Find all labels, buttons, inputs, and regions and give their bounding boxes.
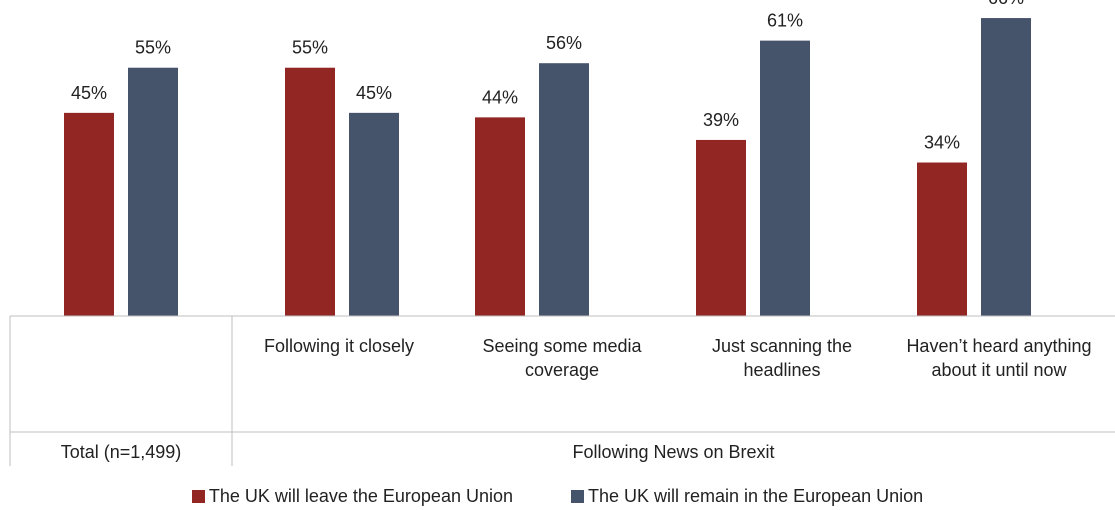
data-label-leave-media-coverage: 44% — [482, 87, 518, 107]
category-label-media-coverage: Seeing some media coverage — [482, 336, 642, 380]
bar-remain-media-coverage — [539, 63, 589, 317]
data-label-remain-havent-heard: 66% — [988, 0, 1024, 8]
legend-label-leave: The UK will leave the European Union — [208, 486, 513, 506]
group-label-total: Total (n=1,499) — [60, 442, 182, 462]
category-label-havent-heard: Haven’t heard anything about it until no… — [906, 336, 1092, 380]
legend-item-leave: The UK will leave the European Union — [191, 484, 513, 508]
data-label-leave-total: 45% — [71, 83, 107, 103]
chart-canvas: 45% 55% 44% 39% 34% 55% 45% 56% 61% 66% — [9, 0, 1115, 466]
bar-leave-following-closely — [285, 67, 335, 316]
data-label-remain-total: 55% — [135, 38, 171, 58]
data-label-remain-scanning-headlines: 61% — [767, 11, 803, 31]
category-label-following-closely: Following it closely — [263, 336, 415, 356]
bar-leave-havent-heard — [917, 162, 967, 316]
bar-remain-scanning-headlines — [760, 40, 810, 316]
bar-leave-scanning-headlines — [696, 139, 746, 316]
group-label-following-news: Following News on Brexit — [572, 442, 775, 462]
category-axis-table — [9, 315, 1115, 466]
data-label-remain-following-closely: 45% — [356, 83, 392, 103]
legend-swatch-remain — [571, 489, 584, 503]
category-label-scanning-headlines: Just scanning the headlines — [711, 336, 853, 380]
data-label-leave-scanning-headlines: 39% — [703, 110, 739, 130]
legend-swatch-leave — [191, 489, 205, 503]
bar-remain-following-closely — [349, 112, 399, 316]
bars-layer: 45% 55% 44% 39% 34% 55% 45% 56% 61% 66% — [64, 0, 1031, 317]
bar-leave-total — [64, 112, 114, 316]
legend-label-remain: The UK will remain in the European Union — [588, 486, 924, 506]
data-label-remain-media-coverage: 56% — [546, 33, 582, 53]
bar-remain-havent-heard — [981, 18, 1031, 317]
bar-remain-total — [128, 67, 178, 316]
bar-leave-media-coverage — [475, 117, 525, 316]
data-label-leave-havent-heard: 34% — [924, 133, 960, 153]
legend-item-remain: The UK will remain in the European Union — [571, 484, 923, 508]
data-label-leave-following-closely: 55% — [292, 38, 328, 58]
chart-legend: The UK will leave the European Union The… — [0, 484, 1115, 508]
